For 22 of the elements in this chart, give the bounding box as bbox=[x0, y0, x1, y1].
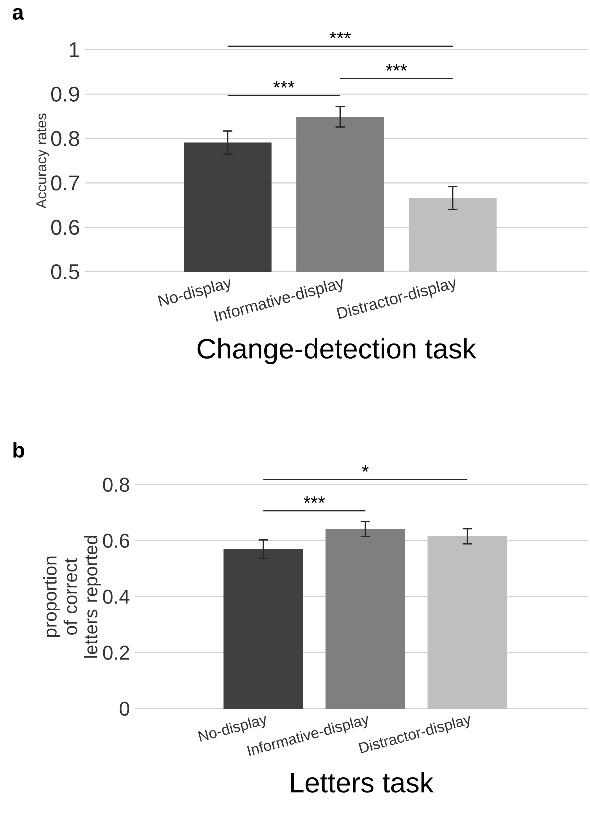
text: *** bbox=[330, 32, 352, 39]
annotation: *** bbox=[386, 64, 408, 71]
y-tick-label: 0 bbox=[120, 702, 130, 716]
text: * bbox=[362, 466, 369, 472]
y-tick-label: 0.8 bbox=[103, 478, 130, 492]
annotation: *** bbox=[274, 81, 295, 88]
y-tick-label: 0.4 bbox=[103, 590, 130, 604]
y-tick-label: 0.5 bbox=[51, 264, 80, 280]
chart-title: b bbox=[14, 442, 24, 458]
y-axis-title: proportion of correct letters reported bbox=[43, 536, 102, 658]
y-tick-label: 0.8 bbox=[51, 131, 80, 146]
x-axis-title: Letters task bbox=[291, 772, 434, 793]
annotation: *** bbox=[304, 496, 326, 504]
y-tick-label: 0.9 bbox=[51, 86, 80, 102]
y-axis-title: Accuracy rates bbox=[36, 114, 50, 209]
y-tick-label: 0.7 bbox=[51, 176, 80, 191]
x-axis-title: Change-detection task bbox=[198, 338, 477, 364]
y-tick-label: 1 bbox=[70, 42, 80, 58]
chart-title: a bbox=[12, 8, 24, 20]
y-tick-label: 0.6 bbox=[103, 534, 130, 548]
y-tick-label: 0.6 bbox=[51, 220, 80, 236]
y-tick-label: 0.2 bbox=[103, 646, 130, 660]
